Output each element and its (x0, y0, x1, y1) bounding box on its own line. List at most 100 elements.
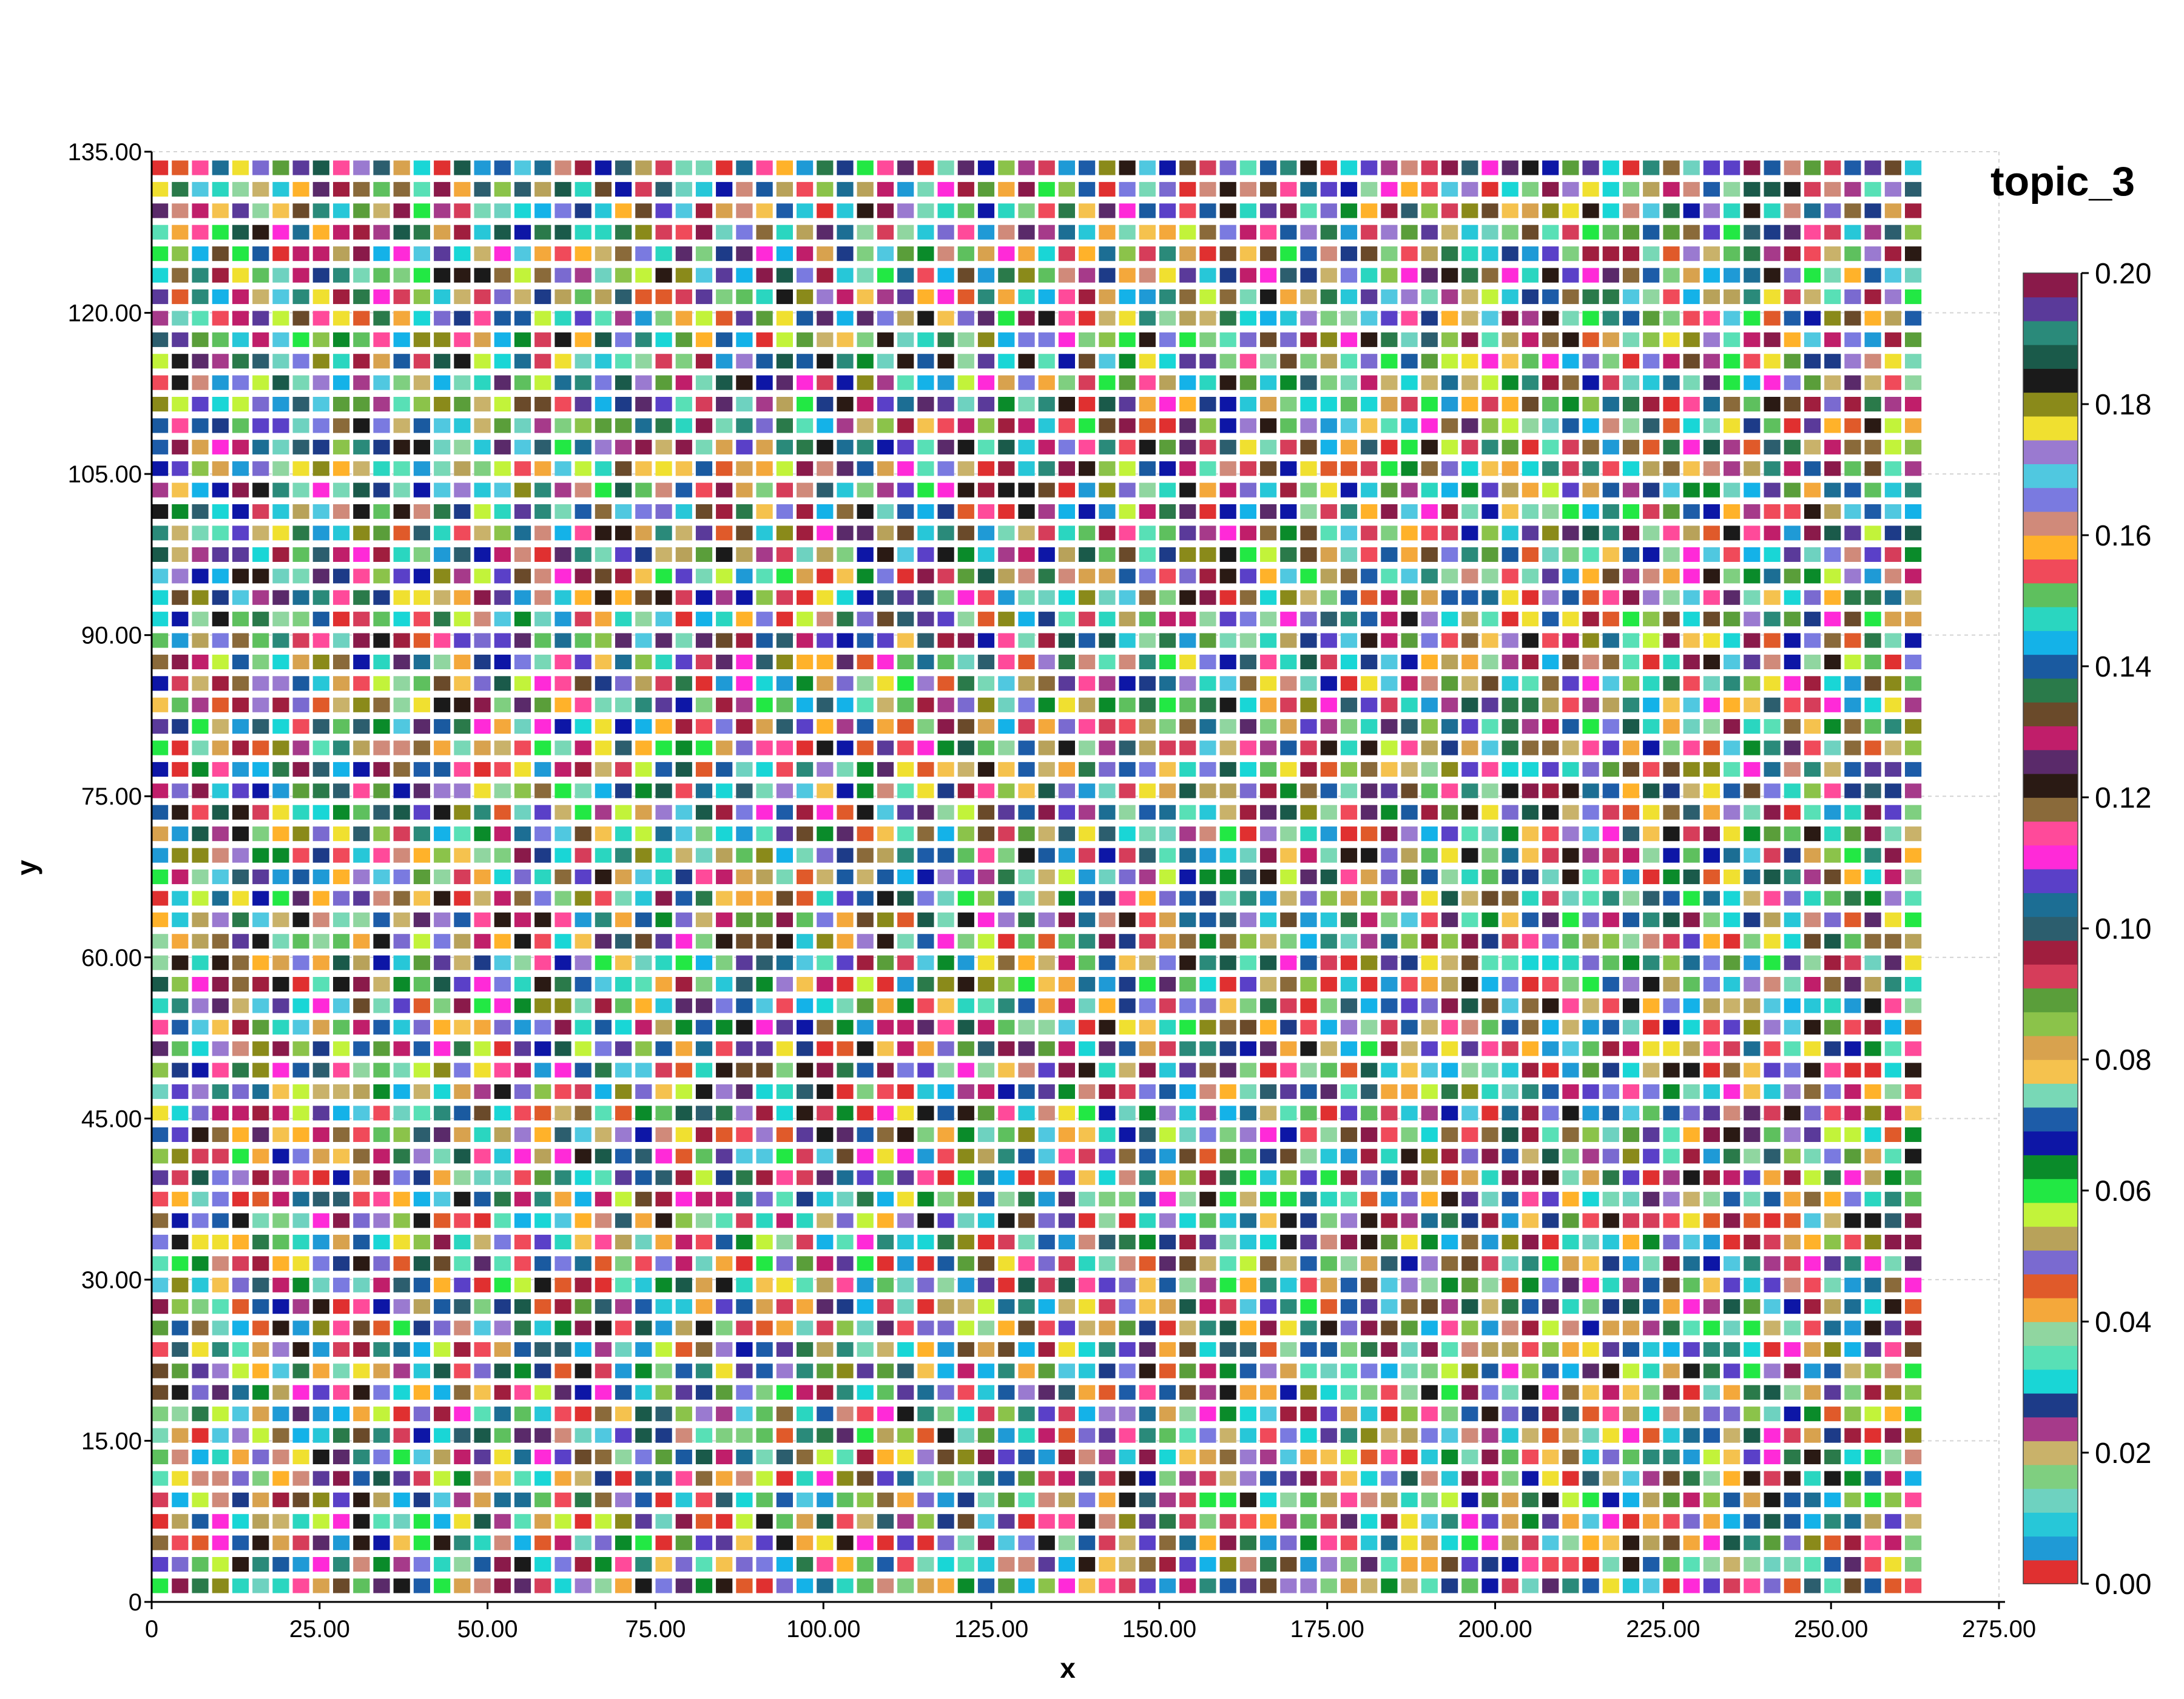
heatmap-cell (1260, 848, 1277, 863)
heatmap-cell (957, 676, 974, 691)
heatmap-cell (1683, 1149, 1700, 1164)
heatmap-cell (1703, 525, 1720, 541)
heatmap-cell (272, 418, 289, 433)
heatmap-cell (1038, 504, 1055, 519)
heatmap-cell (1441, 1385, 1458, 1400)
heatmap-cell (575, 1407, 592, 1422)
heatmap-cell (1199, 1320, 1216, 1336)
heatmap-cell (333, 1041, 350, 1056)
heatmap-cell (1139, 525, 1156, 541)
heatmap-cell (655, 762, 672, 777)
heatmap-cell (998, 612, 1015, 627)
heatmap-cell (897, 719, 914, 734)
heatmap-cell (554, 955, 571, 970)
heatmap-cell (1824, 891, 1841, 906)
heatmap-cell (373, 461, 390, 476)
heatmap-cell (837, 547, 854, 562)
heatmap-cell (756, 1342, 773, 1357)
heatmap-cell (1038, 912, 1055, 927)
heatmap-cell (957, 1106, 974, 1121)
heatmap-cell (373, 1578, 390, 1593)
heatmap-cell (454, 1578, 471, 1593)
heatmap-cell (595, 1084, 612, 1099)
heatmap-cell (1058, 1535, 1075, 1550)
heatmap-cell (413, 482, 430, 498)
heatmap-cell (977, 1492, 995, 1507)
heatmap-cell (1300, 1342, 1317, 1357)
heatmap-cell (1502, 439, 1518, 454)
heatmap-cell (1622, 783, 1640, 799)
heatmap-cell (1744, 676, 1761, 691)
heatmap-cell (212, 805, 229, 820)
heatmap-cell (817, 1535, 834, 1550)
heatmap-cell (312, 998, 329, 1013)
heatmap-cell (1239, 1535, 1256, 1550)
heatmap-cell (1622, 740, 1640, 755)
heatmap-cell (797, 1277, 814, 1292)
heatmap-cell (1724, 934, 1741, 949)
heatmap-cell (575, 482, 592, 498)
heatmap-cell (1744, 762, 1761, 777)
heatmap-cell (1441, 461, 1458, 476)
heatmap-cell (1804, 1428, 1821, 1443)
heatmap-cell (474, 504, 491, 519)
heatmap-cell (1724, 740, 1741, 755)
heatmap-cell (736, 590, 753, 605)
heatmap-cell (1622, 912, 1640, 927)
heatmap-cell (776, 1492, 793, 1507)
heatmap-cell (1703, 1385, 1720, 1400)
heatmap-cell (998, 504, 1015, 519)
heatmap-cell (1744, 1277, 1761, 1292)
heatmap-cell (1320, 1149, 1337, 1164)
heatmap-cell (413, 848, 430, 863)
heatmap-cell (252, 1320, 269, 1336)
heatmap-cell (1844, 826, 1861, 842)
heatmap-cell (393, 569, 410, 584)
heatmap-cell (998, 654, 1015, 669)
heatmap-cell (877, 848, 894, 863)
heatmap-cell (1320, 1106, 1337, 1121)
heatmap-cell (292, 654, 309, 669)
heatmap-cell (1663, 1450, 1680, 1465)
heatmap-cell (1038, 1320, 1055, 1336)
heatmap-cell (1079, 1471, 1096, 1486)
heatmap-cell (1139, 912, 1156, 927)
heatmap-cell (1139, 1234, 1156, 1249)
heatmap-cell (736, 547, 753, 562)
heatmap-cell (1320, 955, 1337, 970)
heatmap-cell (1683, 697, 1700, 712)
heatmap-cell (817, 805, 834, 820)
heatmap-cell (1784, 870, 1801, 885)
heatmap-cell (1099, 719, 1116, 734)
heatmap-cell (1361, 1041, 1378, 1056)
heatmap-cell (1703, 1363, 1720, 1379)
heatmap-cell (1481, 1535, 1498, 1550)
heatmap-cell (1441, 418, 1458, 433)
heatmap-cell (1703, 891, 1720, 906)
heatmap-cell (1461, 719, 1478, 734)
heatmap-cell (1038, 1299, 1055, 1314)
heatmap-cell (172, 762, 189, 777)
heatmap-cell (1522, 418, 1539, 433)
heatmap-cell (1038, 1578, 1055, 1593)
heatmap-cell (1724, 1106, 1741, 1121)
heatmap-cell (998, 1019, 1015, 1035)
heatmap-cell (152, 504, 169, 519)
heatmap-cell (494, 826, 511, 842)
heatmap-cell (615, 375, 632, 390)
heatmap-cell (1361, 1450, 1378, 1465)
heatmap-cell (917, 1578, 934, 1593)
heatmap-cell (1461, 870, 1478, 885)
heatmap-cell (1844, 891, 1861, 906)
heatmap-cell (1260, 1170, 1277, 1185)
heatmap-cell (575, 525, 592, 541)
heatmap-cell (897, 1192, 914, 1207)
heatmap-cell (232, 826, 249, 842)
heatmap-cell (1421, 1084, 1438, 1099)
heatmap-cell (756, 461, 773, 476)
heatmap-cell (373, 1062, 390, 1078)
heatmap-cell (1038, 1450, 1055, 1465)
heatmap-cell (474, 1320, 491, 1336)
heatmap-cell (1522, 1299, 1539, 1314)
heatmap-cell (192, 1342, 209, 1357)
